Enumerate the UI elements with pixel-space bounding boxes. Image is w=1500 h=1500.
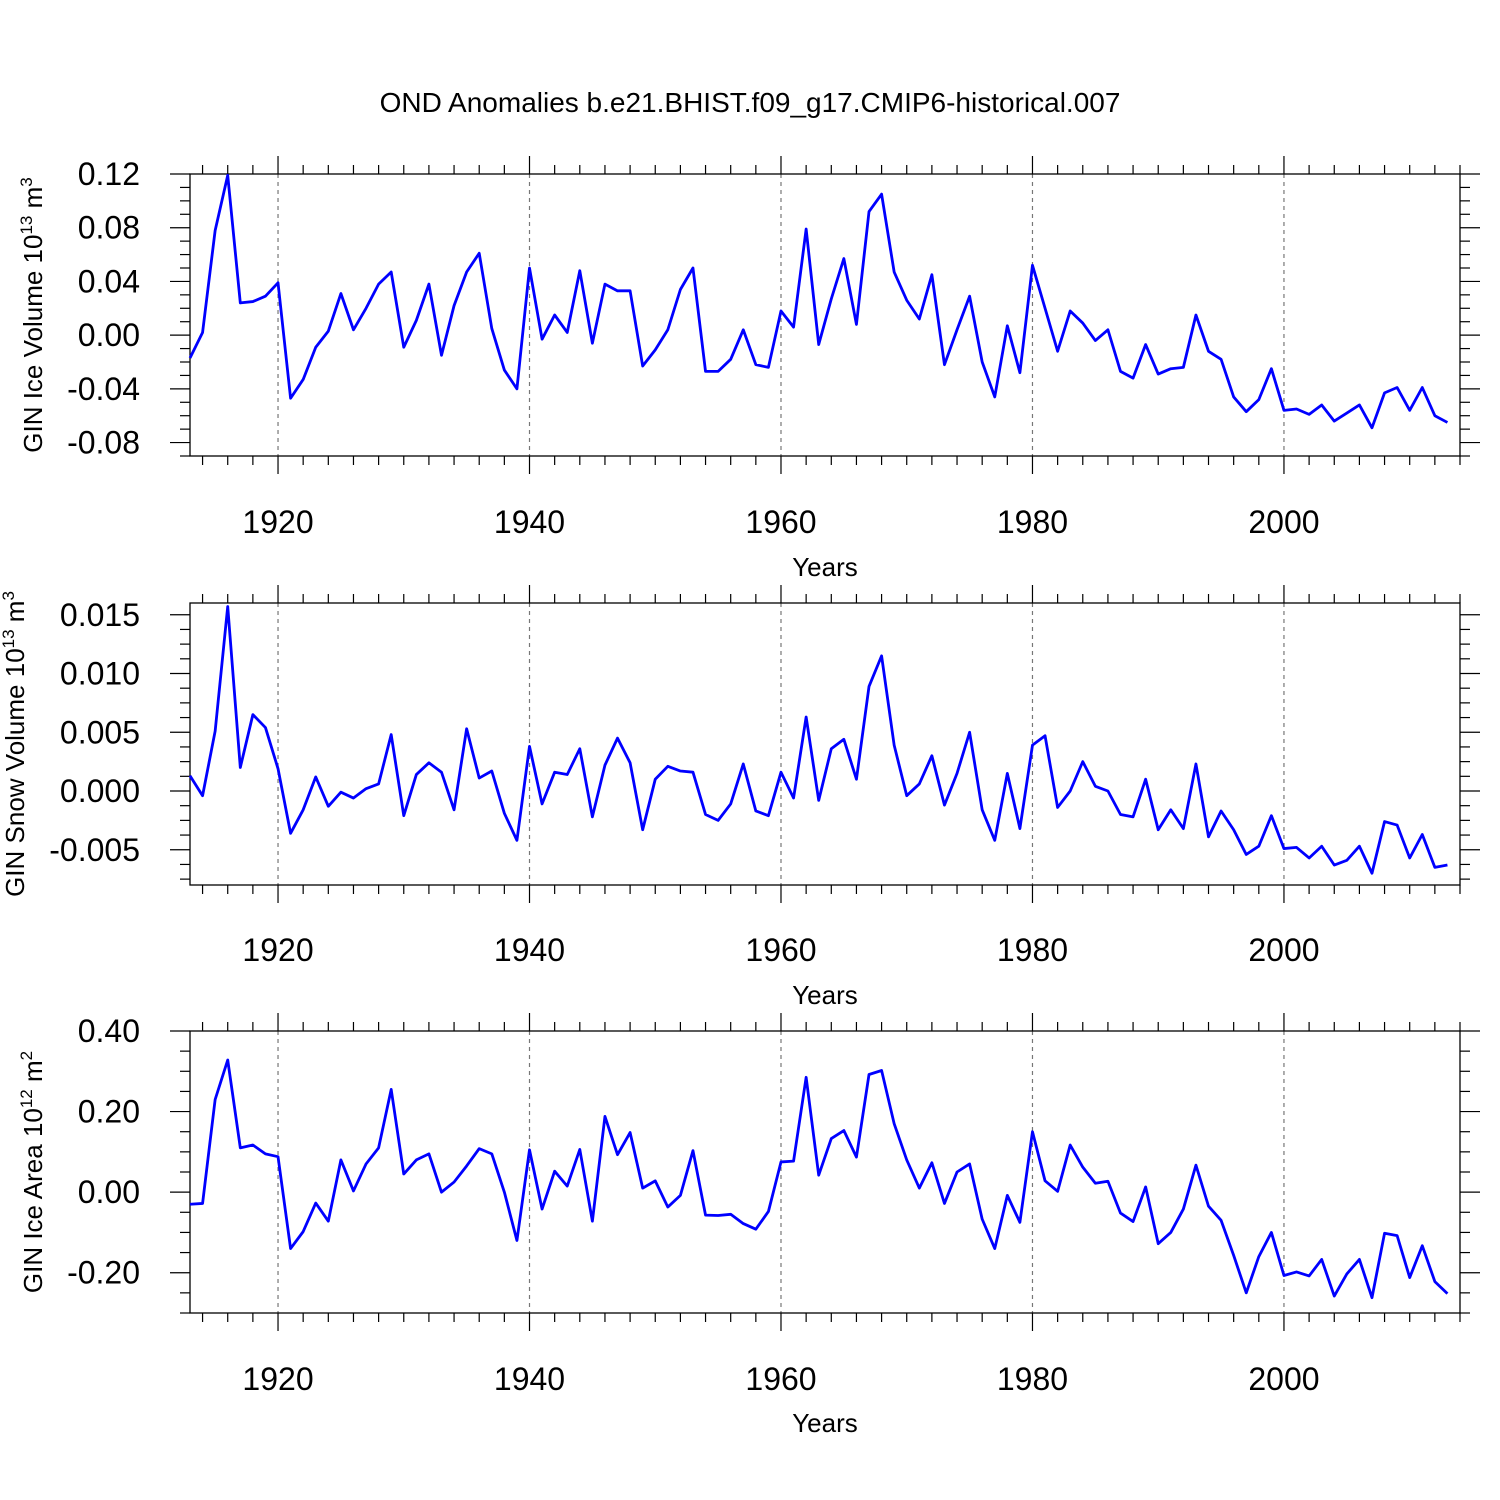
x-tick-label: 1980	[997, 1361, 1068, 1397]
x-tick-label: 1940	[494, 932, 565, 968]
x-axis-title: Years	[792, 1408, 858, 1438]
y-tick-label: -0.04	[67, 371, 140, 407]
plot-frame	[189, 173, 1461, 457]
y-tick-label: 0.40	[78, 1013, 140, 1049]
y-tick-label: 0.010	[60, 656, 140, 692]
y-tick-label: 0.20	[78, 1094, 140, 1130]
y-axis-title-superscript: 12	[17, 1089, 36, 1108]
panel-2: 1920 1940 1960 1980 2000 0.015 0.010 0.005 0.000…	[0, 585, 1480, 1010]
chart-title: OND Anomalies b.e21.BHIST.f09_g17.CMIP6-…	[380, 87, 1121, 118]
y-axis-title-part: GIN Ice Volume 10	[18, 235, 48, 453]
y-axis-title-part: m	[18, 1060, 48, 1089]
panel-3: 1920 1940 1960 1980 2000 0.40 0.20 0.00 -0.20 Yea…	[17, 1013, 1480, 1438]
series-line	[188, 173, 1449, 430]
y-axis-title-part: m	[0, 601, 30, 630]
panels: 1920 1940 1960 1980 2000 0.12 0.08 0.04 0.00 -0.0…	[0, 156, 1480, 1438]
y-tick-label: -0.20	[67, 1255, 140, 1291]
y-axis-title-superscript: 2	[17, 1051, 36, 1060]
panel-1: 1920 1940 1960 1980 2000 0.12 0.08 0.04 0.00 -0.0…	[17, 156, 1480, 582]
x-tick-label: 1960	[745, 1361, 816, 1397]
y-tick-label: 0.015	[60, 597, 140, 633]
x-tick-label: 1980	[997, 932, 1068, 968]
y-axis-title-superscript: 3	[0, 591, 18, 600]
x-tick-label: 1920	[242, 504, 313, 540]
x-tick-label: 1960	[745, 932, 816, 968]
plot-frame	[189, 602, 1461, 886]
series-line	[189, 1058, 1449, 1300]
y-tick-label: 0.000	[60, 773, 140, 809]
y-tick-label: 0.04	[78, 263, 140, 299]
x-tick-label: 2000	[1248, 932, 1319, 968]
series-line	[188, 605, 1448, 875]
y-axis-title-part: m	[18, 187, 48, 216]
y-tick-label: 0.12	[78, 156, 140, 192]
y-tick-label: 0.00	[78, 1174, 140, 1210]
y-axis-title: GIN Ice Area 1012 m2	[17, 1051, 48, 1293]
y-axis-title: GIN Ice Volume 1013 m3	[17, 177, 48, 453]
y-axis-title-superscript: 13	[0, 629, 18, 648]
y-tick-label: -0.08	[67, 425, 140, 461]
x-tick-label: 1940	[494, 1361, 565, 1397]
y-axis-title: GIN Snow Volume 1013 m3	[0, 591, 30, 897]
y-tick-label: -0.005	[49, 832, 140, 868]
x-tick-label: 1960	[745, 504, 816, 540]
y-tick-label: 0.00	[78, 317, 140, 353]
x-tick-label: 1920	[242, 1361, 313, 1397]
x-tick-label: 1980	[997, 504, 1068, 540]
y-tick-label: 0.005	[60, 714, 140, 750]
plot-frame	[189, 1030, 1461, 1314]
x-axis-title: Years	[792, 980, 858, 1010]
y-axis-title-part: GIN Snow Volume 10	[0, 648, 30, 897]
x-tick-label: 2000	[1248, 504, 1319, 540]
y-axis-title-superscript: 13	[17, 216, 36, 235]
x-axis-title: Years	[792, 552, 858, 582]
x-tick-label: 2000	[1248, 1361, 1319, 1397]
y-axis-title-part: GIN Ice Area 10	[18, 1108, 48, 1293]
y-axis-title-superscript: 3	[17, 177, 36, 186]
y-tick-label: 0.08	[78, 210, 140, 246]
x-tick-label: 1920	[242, 932, 313, 968]
x-tick-label: 1940	[494, 504, 565, 540]
